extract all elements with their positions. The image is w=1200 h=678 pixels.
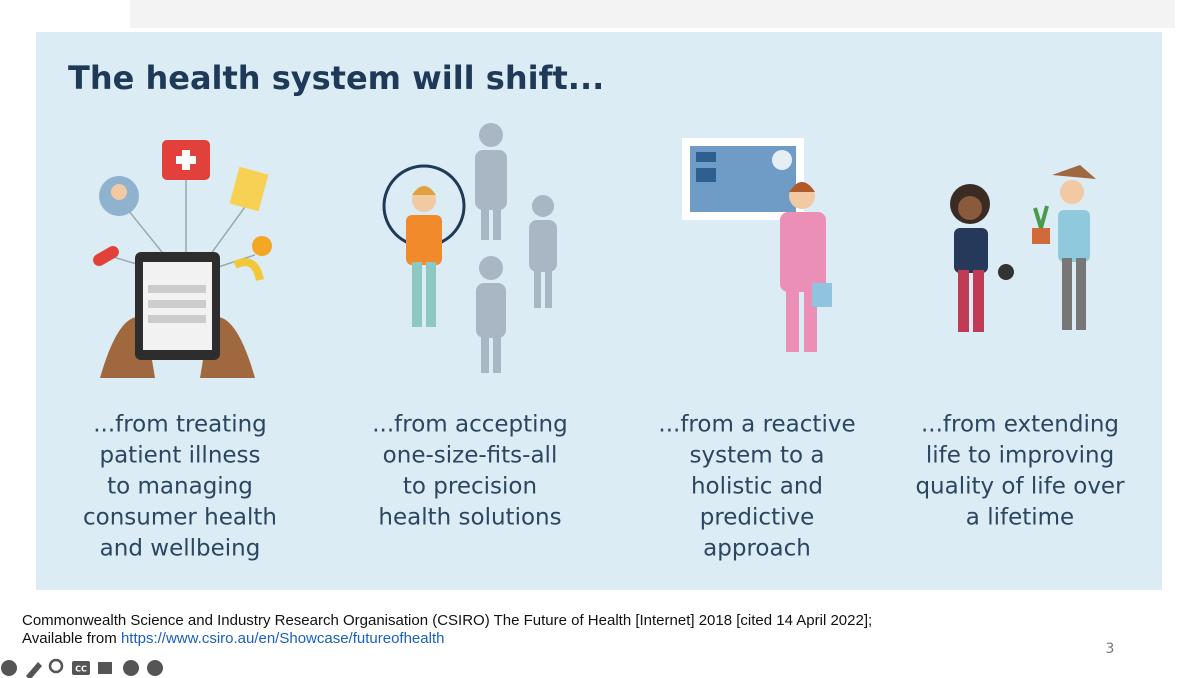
caption-line: predictive [700,505,815,531]
illustration-doctor [682,138,832,352]
caption-line: ...from treating [93,412,267,438]
caption-line: health solutions [378,505,561,531]
slide-title: The health system will shift... [68,59,604,97]
prev-button[interactable] [1,660,17,676]
illustration-women [950,165,1096,332]
caption-line: quality of life over [915,474,1125,500]
next-button[interactable] [147,660,163,676]
caption-line: to precision [403,474,537,500]
caption-line: holistic and [691,474,823,500]
pen-button[interactable] [26,662,42,678]
toolbar: CC [1,658,163,678]
illustration-tablet [93,140,272,378]
caption-line: consumer health [83,505,277,531]
caption-line: one-size-fits-all [383,443,558,469]
page-number: 3 [1106,641,1115,657]
citation-link[interactable]: https://www.csiro.au/en/Showcase/futureo… [120,630,445,647]
top-bar [130,0,1175,28]
video-button[interactable] [98,662,112,674]
citation-available: Available from https://www.csiro.au/en/S… [22,630,444,647]
more-button[interactable] [123,660,139,676]
available-prefix: Available from [22,630,117,647]
caption-line: life to improving [926,443,1114,469]
caption-line: a lifetime [966,505,1074,531]
cc-label: CC [75,665,87,674]
cc-button[interactable] [72,661,90,675]
citation: Commonwealth Science and Industry Resear… [22,612,873,629]
caption-line: and wellbeing [100,536,261,562]
caption-line: to managing [107,474,253,500]
caption-line: ...from a reactive [658,412,855,438]
caption-line: patient illness [99,443,260,469]
caption-line: approach [703,536,811,562]
zoom-button[interactable] [48,658,64,674]
caption-line: ...from accepting [372,412,568,438]
caption-line: ...from extending [921,412,1119,438]
illustration-people [382,123,557,373]
caption-line: system to a [690,443,825,469]
